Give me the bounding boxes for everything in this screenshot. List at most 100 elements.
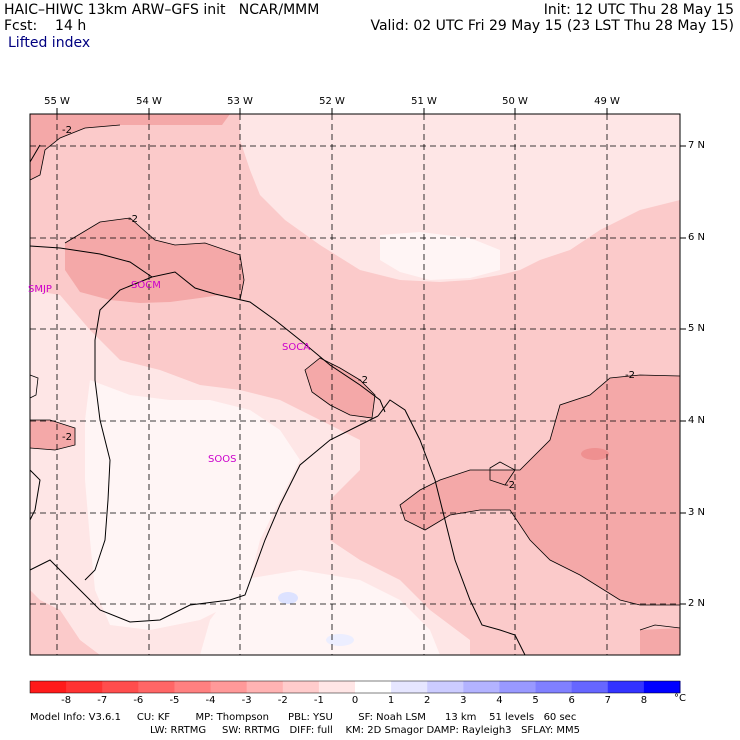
li-minus2-zone-coast [65, 218, 244, 303]
border-west-edge [29, 144, 41, 163]
colorbar-swatch [643, 681, 681, 693]
lat-label: 2 N [688, 598, 706, 609]
station-soos: SOOS [208, 454, 236, 465]
colorbar-tick-label: -1 [313, 695, 324, 706]
colorbar-swatch [318, 681, 356, 693]
colorbar-swatch [391, 681, 428, 693]
li-minus2-zone-socama [305, 358, 375, 418]
lon-label: 53 W [227, 96, 253, 107]
lon-label: 49 W [594, 96, 620, 107]
colorbar-swatch [463, 681, 500, 693]
border-brazil [29, 469, 41, 521]
lon-label: 50 W [502, 96, 528, 107]
colorbar-swatch [102, 681, 139, 693]
li-minus3-spot [581, 448, 609, 460]
contour-nw [29, 124, 121, 181]
contour-west-edge [29, 374, 39, 399]
colorbar-tick-label: 7 [604, 695, 611, 706]
station-socm: SOCM [131, 280, 161, 291]
li-plus1-spot-b [326, 634, 354, 646]
contour-socama [304, 357, 376, 419]
colorbar-unit: °C [674, 693, 686, 704]
contour-label: -2 [358, 375, 368, 386]
border-suriname-inland [84, 276, 153, 581]
colorbar-swatch [282, 681, 320, 693]
colorbar-tick-label: -7 [97, 695, 108, 706]
li-plus1-spot-a [278, 592, 298, 604]
footer-line-1: Model Info: V3.6.1 CU: KF MP: Thompson P… [30, 712, 577, 723]
footer-line-2: LW: RRTMG SW: RRTMG DIFF: full KM: 2D Sm… [150, 725, 580, 736]
colorbar-tick-label: 4 [496, 695, 503, 706]
colorbar-swatch [174, 681, 212, 693]
contour-label: -2 [128, 214, 138, 225]
colorbar-tick-label: -3 [241, 695, 252, 706]
li-minus2-zone-nw [30, 114, 230, 180]
colorbar-tick-label: 2 [424, 695, 431, 706]
station-smjp: SMJP [28, 284, 52, 295]
station-soca: SOCA [282, 342, 310, 353]
lat-label: 5 N [688, 323, 706, 334]
li-0-zone-south [200, 570, 440, 655]
li-minus2-zone-west [30, 420, 75, 450]
field-name: Lifted index [8, 35, 91, 51]
contour-se [639, 624, 681, 631]
colorbar-tick-label: 6 [568, 695, 575, 706]
colorbar-tick-label: -6 [133, 695, 144, 706]
coastline [29, 245, 386, 413]
li-0-zone-ne [380, 232, 500, 280]
forecast-hour: Fcst: 14 h [4, 18, 87, 34]
colorbar-tick-label: -2 [277, 695, 288, 706]
lon-label: 54 W [136, 96, 162, 107]
lon-label: 52 W [319, 96, 345, 107]
graticule [30, 114, 680, 655]
colorbar-swatch [66, 681, 103, 693]
lat-label: 6 N [688, 232, 706, 243]
colorbar-swatch [427, 681, 464, 693]
colorbar-swatch [607, 681, 645, 693]
li-minus1-zone-ne [240, 114, 680, 282]
contour-coast [64, 217, 245, 301]
contour-label: -2 [62, 432, 72, 443]
lat-label: 3 N [688, 507, 706, 518]
colorbar-tick-label: 3 [460, 695, 467, 706]
colorbar-swatch [499, 681, 537, 693]
contour-label: -2 [62, 125, 72, 136]
init-time: Init: 12 UTC Thu 28 May 15 [543, 2, 734, 18]
colorbar-tick-label: 8 [640, 695, 648, 706]
border-french-guiana [377, 399, 526, 656]
contour-island [489, 461, 516, 486]
contour-lines [29, 124, 681, 631]
colorbar-swatch [355, 681, 392, 693]
colorbar-swatch [246, 681, 284, 693]
contour-label: -2 [625, 370, 635, 381]
colorbar-tick-label: -8 [61, 695, 72, 706]
contour-east [399, 374, 681, 606]
lon-label: 51 W [411, 96, 437, 107]
frame-ticks [56, 108, 686, 605]
lat-label: 7 N [688, 140, 706, 151]
map-fill [30, 114, 680, 655]
colorbar-tick-label: -4 [205, 695, 216, 706]
colorbar-swatch [30, 681, 67, 693]
colorbar-swatch [210, 681, 248, 693]
colorbar-tick-label: 5 [532, 695, 539, 706]
map-frame [29, 113, 681, 656]
colorbar-frame [29, 680, 681, 694]
colorbar [29, 680, 681, 694]
colorbar-tick-label: 1 [387, 695, 395, 706]
contour-west [29, 419, 76, 451]
lat-label: 4 N [688, 415, 706, 426]
colorbar-swatch [138, 681, 175, 693]
model-title: HAIC–HIWC 13km ARW–GFS init NCAR/MMM [4, 2, 320, 18]
li-minus2-spot-se [640, 628, 680, 655]
colorbar-tick-label: -5 [169, 695, 180, 706]
contour-label: -2 [505, 480, 515, 491]
colorbar-swatch [535, 681, 573, 693]
contour-labels: -2 -2 -2 -2 -2 -2 [62, 125, 635, 491]
station-labels: SMJP SOCM SOCA SOOS [28, 280, 310, 465]
valid-time: Valid: 02 UTC Fri 29 May 15 (23 LST Thu … [370, 18, 734, 34]
borders [29, 144, 526, 656]
lon-label: 55 W [44, 96, 70, 107]
colorbar-tick-label: 0 [351, 695, 359, 706]
border-guyana-suriname [29, 415, 379, 623]
